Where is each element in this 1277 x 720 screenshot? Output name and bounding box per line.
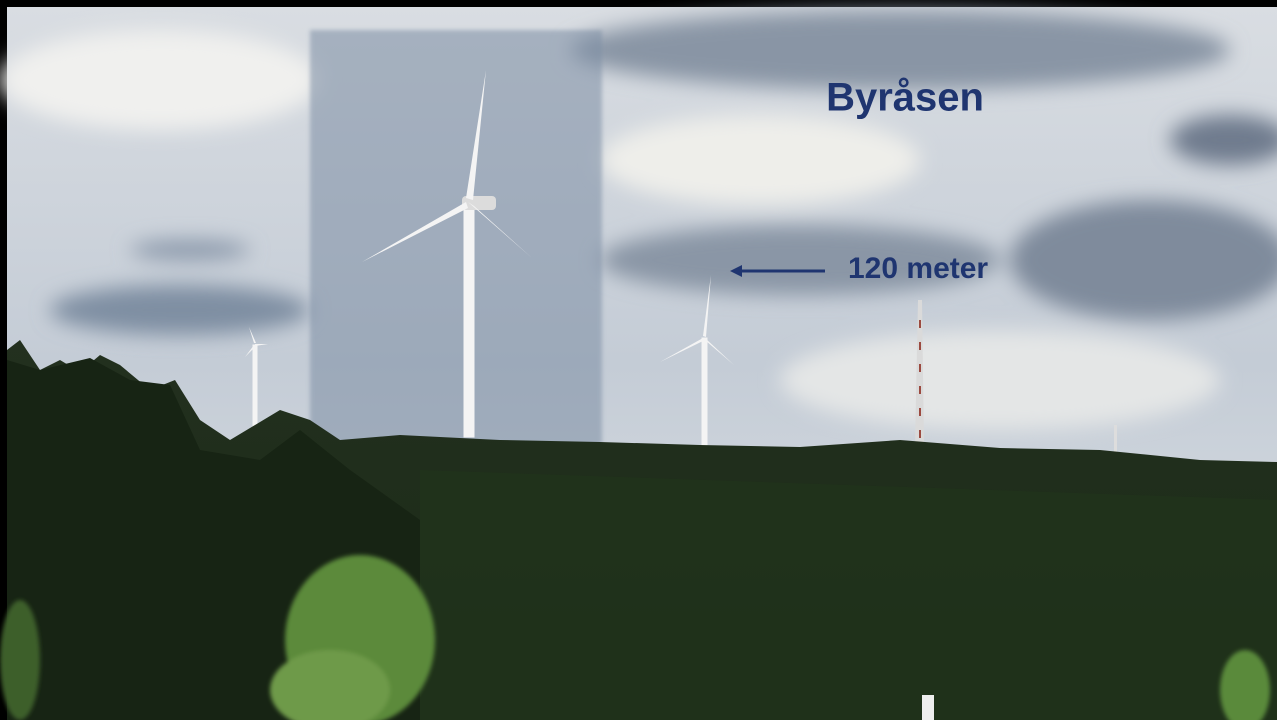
forest-slope xyxy=(420,470,1277,720)
site-name: Byråsen xyxy=(826,76,984,120)
photo xyxy=(0,7,1277,720)
slide: Byråsen 120 meter xyxy=(0,0,1277,720)
overlay-band xyxy=(310,30,602,450)
page: Byråsen 120 meter (() => { const data = … xyxy=(0,0,1277,720)
sign-post xyxy=(922,695,934,720)
height-annotation: 120 meter xyxy=(848,252,988,285)
